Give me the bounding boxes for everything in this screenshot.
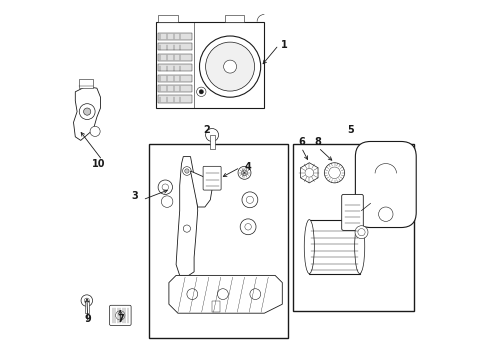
- Circle shape: [158, 180, 172, 194]
- Circle shape: [90, 126, 100, 136]
- Bar: [158, 54, 192, 61]
- Circle shape: [83, 108, 91, 115]
- Bar: [158, 15, 178, 22]
- Circle shape: [244, 224, 251, 230]
- Circle shape: [223, 60, 236, 73]
- Text: 1: 1: [280, 40, 287, 50]
- Bar: [158, 43, 192, 50]
- Circle shape: [205, 42, 254, 91]
- Bar: [149, 144, 287, 338]
- Circle shape: [161, 196, 172, 207]
- Bar: [84, 301, 89, 313]
- Circle shape: [354, 226, 367, 239]
- Circle shape: [378, 207, 392, 221]
- Text: 5: 5: [346, 125, 353, 135]
- FancyBboxPatch shape: [156, 22, 264, 108]
- Circle shape: [84, 298, 89, 303]
- Circle shape: [205, 129, 218, 141]
- FancyBboxPatch shape: [341, 194, 363, 230]
- Circle shape: [357, 229, 365, 236]
- Text: 4: 4: [244, 162, 251, 172]
- Text: 9: 9: [84, 314, 91, 324]
- Bar: [209, 135, 214, 149]
- Circle shape: [242, 192, 257, 208]
- Text: 7: 7: [117, 314, 123, 324]
- Text: 3: 3: [131, 191, 138, 201]
- Circle shape: [199, 36, 260, 97]
- Polygon shape: [190, 171, 212, 207]
- Text: 8: 8: [314, 137, 321, 147]
- FancyBboxPatch shape: [355, 141, 415, 228]
- Circle shape: [183, 225, 190, 232]
- Text: 10: 10: [92, 159, 105, 169]
- Circle shape: [240, 219, 256, 235]
- Circle shape: [115, 311, 125, 320]
- Circle shape: [238, 166, 250, 179]
- Bar: [292, 144, 413, 311]
- Bar: [224, 15, 244, 22]
- Circle shape: [186, 289, 197, 300]
- Circle shape: [324, 163, 344, 183]
- FancyBboxPatch shape: [203, 166, 221, 190]
- FancyBboxPatch shape: [109, 305, 131, 325]
- Ellipse shape: [354, 220, 364, 274]
- Polygon shape: [168, 275, 282, 313]
- Polygon shape: [73, 86, 101, 140]
- Bar: [158, 64, 192, 71]
- Ellipse shape: [304, 220, 314, 274]
- Bar: [158, 85, 192, 92]
- Circle shape: [305, 168, 313, 177]
- Circle shape: [184, 169, 189, 173]
- Polygon shape: [300, 163, 317, 183]
- Polygon shape: [176, 157, 197, 275]
- Circle shape: [79, 104, 95, 120]
- Bar: [309, 220, 359, 274]
- Circle shape: [217, 289, 228, 300]
- Bar: [158, 75, 192, 82]
- Circle shape: [249, 289, 260, 300]
- Circle shape: [182, 167, 191, 175]
- Text: 6: 6: [297, 137, 304, 147]
- Bar: [158, 95, 192, 103]
- Circle shape: [328, 167, 340, 179]
- Bar: [79, 79, 93, 88]
- Circle shape: [162, 184, 168, 190]
- Circle shape: [81, 295, 92, 306]
- Bar: [212, 301, 220, 312]
- Bar: [158, 33, 192, 40]
- Circle shape: [196, 87, 205, 96]
- Circle shape: [246, 196, 253, 203]
- Circle shape: [199, 90, 203, 94]
- Text: 2: 2: [203, 125, 210, 135]
- Circle shape: [241, 170, 247, 176]
